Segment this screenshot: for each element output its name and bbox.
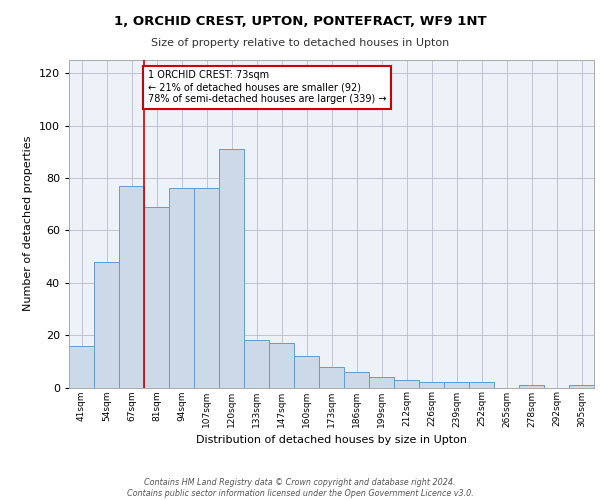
Bar	[344, 372, 369, 388]
Bar	[94, 262, 119, 388]
Text: 1, ORCHID CREST, UPTON, PONTEFRACT, WF9 1NT: 1, ORCHID CREST, UPTON, PONTEFRACT, WF9 …	[113, 15, 487, 28]
Bar	[519, 385, 544, 388]
Bar	[569, 385, 594, 388]
Bar	[194, 188, 219, 388]
Bar	[119, 186, 144, 388]
Bar	[169, 188, 194, 388]
Bar	[219, 149, 244, 388]
Text: 1 ORCHID CREST: 73sqm
← 21% of detached houses are smaller (92)
78% of semi-deta: 1 ORCHID CREST: 73sqm ← 21% of detached …	[148, 70, 386, 104]
Bar	[294, 356, 319, 388]
Bar	[469, 382, 494, 388]
Text: Contains HM Land Registry data © Crown copyright and database right 2024.
Contai: Contains HM Land Registry data © Crown c…	[127, 478, 473, 498]
Bar	[144, 206, 169, 388]
Text: Size of property relative to detached houses in Upton: Size of property relative to detached ho…	[151, 38, 449, 48]
Bar	[244, 340, 269, 388]
Y-axis label: Number of detached properties: Number of detached properties	[23, 136, 33, 312]
Bar	[444, 382, 469, 388]
Bar	[369, 377, 394, 388]
Bar	[269, 343, 294, 388]
Bar	[419, 382, 444, 388]
Bar	[69, 346, 94, 388]
X-axis label: Distribution of detached houses by size in Upton: Distribution of detached houses by size …	[196, 435, 467, 445]
Bar	[394, 380, 419, 388]
Bar	[319, 366, 344, 388]
